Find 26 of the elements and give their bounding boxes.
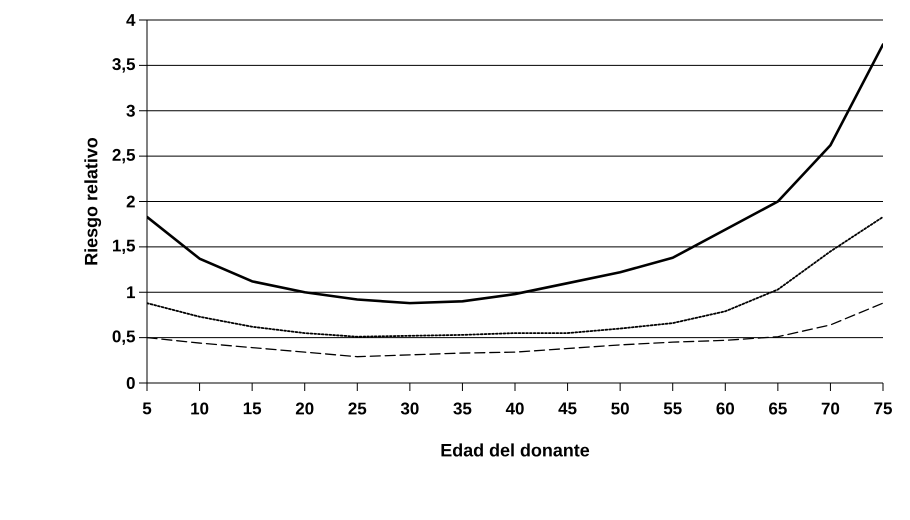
x-tick-label: 65 <box>769 402 787 415</box>
x-tick-label: 25 <box>348 402 366 415</box>
x-tick-label: 55 <box>664 402 682 414</box>
y-tick-label: 2,5 <box>112 148 136 164</box>
x-tick-label: 30 <box>400 402 419 415</box>
x-tick-label: 15 <box>244 402 262 414</box>
y-tick-label: 3 <box>126 104 135 117</box>
x-tick-label: 75 <box>874 402 892 414</box>
y-tick-label: 1 <box>127 286 136 298</box>
x-tick-label: 45 <box>558 402 577 414</box>
y-tick-label: 3,5 <box>112 58 136 73</box>
x-tick-label: 35 <box>453 402 472 415</box>
x-tick-label: 50 <box>611 402 629 415</box>
y-tick-label: 4 <box>126 14 136 26</box>
x-tick-label: 70 <box>822 402 840 415</box>
y-tick-label: 1,5 <box>112 240 136 254</box>
x-axis-title: Edad del donante <box>441 443 590 457</box>
y-tick-label: 0 <box>126 377 135 389</box>
y-axis-title: Riesgo relativo <box>84 138 102 265</box>
x-tick-label: 60 <box>716 402 734 415</box>
x-tick-label: 5 <box>142 402 152 414</box>
x-tick-label: 20 <box>296 402 314 415</box>
y-tick-label: 2 <box>126 196 135 208</box>
x-tick-label: 40 <box>506 402 524 415</box>
y-tick-label: 0,5 <box>112 330 136 345</box>
x-tick-label: 10 <box>191 402 208 415</box>
